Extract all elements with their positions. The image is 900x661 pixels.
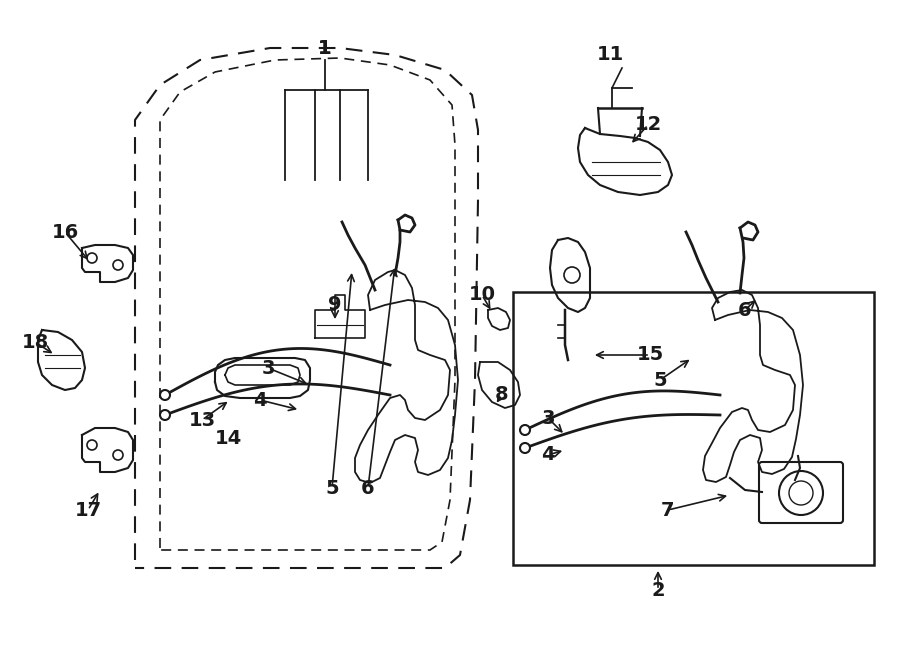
Text: 4: 4 [253,391,266,410]
Text: 3: 3 [261,358,274,377]
Text: 14: 14 [214,428,241,447]
Circle shape [520,425,530,435]
Text: 3: 3 [541,408,554,428]
Text: 6: 6 [738,301,752,319]
Text: 17: 17 [75,500,102,520]
Text: 6: 6 [361,479,374,498]
Text: 5: 5 [653,371,667,389]
Text: 4: 4 [541,446,554,465]
Text: 9: 9 [328,295,342,315]
Circle shape [160,410,170,420]
Text: 11: 11 [597,46,624,65]
Bar [513,292,874,565]
Text: 5: 5 [325,479,338,498]
Circle shape [520,443,530,453]
Text: 7: 7 [662,500,675,520]
Text: 1: 1 [319,38,332,58]
Text: 8: 8 [495,385,508,405]
Text: 12: 12 [634,116,662,134]
Text: 13: 13 [188,410,216,430]
Text: 15: 15 [636,346,663,364]
Circle shape [160,390,170,400]
Text: 16: 16 [51,223,78,241]
Text: 18: 18 [22,332,49,352]
Text: 2: 2 [652,580,665,600]
Text: 10: 10 [469,286,496,305]
Text: 1: 1 [319,38,332,58]
